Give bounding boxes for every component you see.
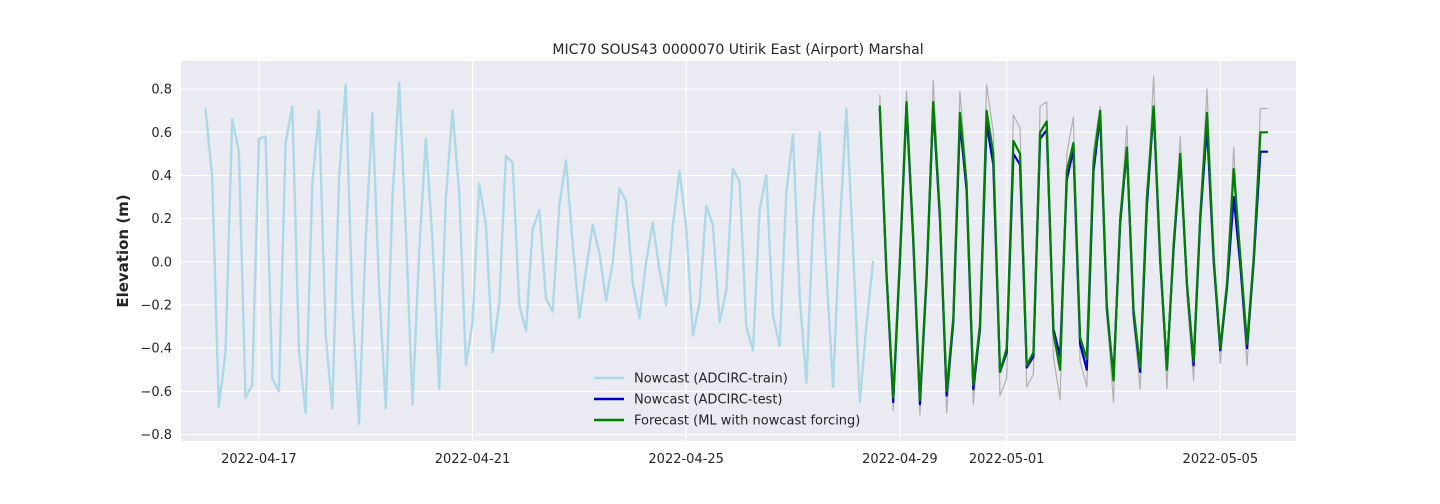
legend: Nowcast (ADCIRC-train) Nowcast (ADCIRC-te… (594, 372, 860, 429)
y-tick-label: −0.8 (140, 428, 172, 443)
x-tick-label: 2022-05-05 (1183, 452, 1259, 467)
y-tick-label: 0.8 (151, 83, 172, 98)
y-tick-label: −0.6 (140, 385, 172, 400)
y-tick-label: 0.4 (151, 169, 172, 184)
y-tick-label: 0.6 (151, 126, 172, 141)
legend-label: Nowcast (ADCIRC-test) (634, 393, 783, 408)
y-tick-label: −0.4 (140, 342, 172, 357)
y-tick-label: 0.0 (151, 255, 172, 270)
x-tick-label: 2022-04-29 (862, 452, 938, 467)
x-tick-label: 2022-05-01 (969, 452, 1045, 467)
x-tick-label: 2022-04-21 (435, 452, 511, 467)
plot-background (181, 61, 1296, 441)
series-line-nowcast-adcirc-train (204, 81, 875, 425)
y-tick-label: 0.2 (151, 212, 172, 227)
x-tick-label: 2022-04-17 (221, 452, 297, 467)
legend-label: Nowcast (ADCIRC-train) (634, 372, 788, 387)
y-tick-label: −0.2 (140, 298, 172, 313)
legend-label: Forecast (ML with nowcast forcing) (634, 414, 860, 429)
chart-title: MIC70 SOUS43 0000070 Utirik East (Airpor… (552, 42, 923, 58)
y-axis-label: Elevation (m) (114, 194, 132, 307)
plot-area: 2022-04-17 2022-04-21 2022-04-25 2022-04-29… (140, 61, 1296, 467)
series-line-forecast-ml-with-nowcast-forcing (878, 100, 1269, 402)
x-tick-label: 2022-04-25 (648, 452, 724, 467)
